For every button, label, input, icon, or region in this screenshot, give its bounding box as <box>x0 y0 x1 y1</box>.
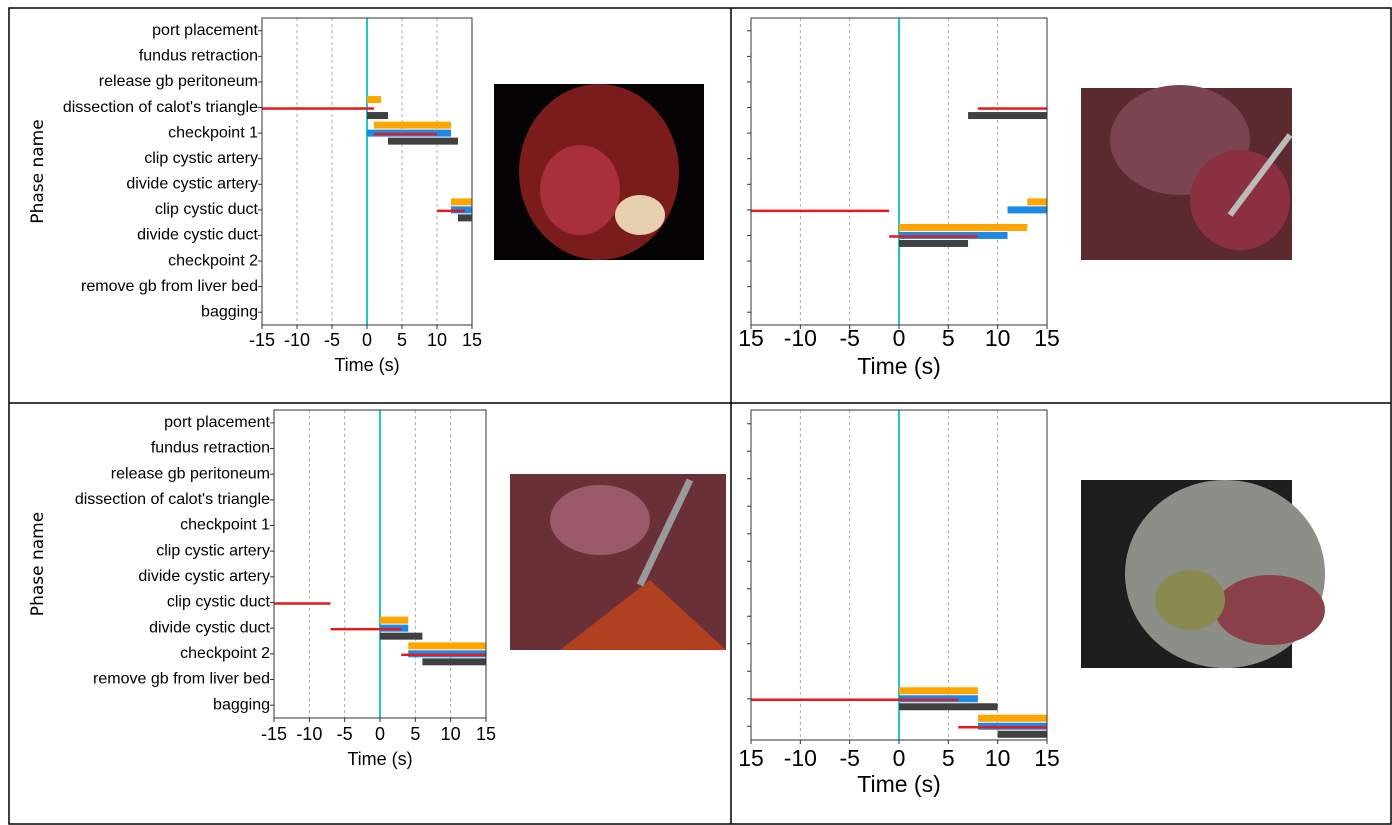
y-tick-label: fundus retraction <box>139 48 258 65</box>
x-tick-label: 5 <box>942 745 955 771</box>
x-tick-label: 5 <box>410 724 420 744</box>
y-tick-label: release gb peritoneum <box>111 465 270 482</box>
interval-bar <box>388 138 458 145</box>
y-tick-label: remove gb from liver bed <box>81 278 258 295</box>
x-tick-label: 15 <box>738 325 764 351</box>
interval-line <box>889 235 978 238</box>
x-tick-label: 5 <box>942 325 955 351</box>
y-tick-label: port placement <box>164 414 270 431</box>
interval-line <box>958 726 1047 729</box>
x-tick-label: 10 <box>985 325 1011 351</box>
x-tick-label: 0 <box>362 330 372 350</box>
x-tick-label: -10 <box>784 745 817 771</box>
x-tick-label: 15 <box>476 724 496 744</box>
interval-bar <box>1027 198 1047 205</box>
x-tick-label: 15 <box>738 745 764 771</box>
x-tick-label: 0 <box>893 745 906 771</box>
x-tick-label: -5 <box>337 724 353 744</box>
x-tick-label: -10 <box>784 325 817 351</box>
y-tick-label: dissection of calot's triangle <box>75 491 270 508</box>
x-tick-label: 5 <box>397 330 407 350</box>
interval-bar <box>1008 206 1047 213</box>
endoscopy-frame <box>1081 480 1325 668</box>
y-tick-label: bagging <box>213 696 270 713</box>
y-tick-label: port placement <box>152 22 258 39</box>
x-tick-label: 10 <box>985 745 1011 771</box>
interval-bar <box>899 240 968 247</box>
y-tick-label: release gb peritoneum <box>99 73 258 90</box>
x-axis-label: Time (s) <box>347 749 412 769</box>
interval-bar <box>899 687 978 694</box>
interval-line <box>374 133 437 136</box>
y-tick-label: divide cystic artery <box>138 568 270 585</box>
endoscopy-frame <box>510 474 726 650</box>
interval-bar <box>422 658 486 665</box>
interval-bar <box>458 214 472 221</box>
interval-bar <box>968 112 1047 119</box>
x-tick-label: 15 <box>1034 745 1060 771</box>
interval-bar <box>899 703 998 710</box>
x-axis-label: Time (s) <box>857 353 940 379</box>
interval-bar <box>380 633 422 640</box>
x-tick-label: -5 <box>324 330 340 350</box>
interval-bar <box>367 96 381 103</box>
y-tick-label: divide cystic duct <box>149 619 270 636</box>
interval-line <box>274 602 331 605</box>
interval-bar <box>451 198 472 205</box>
x-axis-label: Time (s) <box>334 355 399 375</box>
interval-bar <box>978 715 1047 722</box>
interval-line <box>437 210 465 213</box>
figure: -15 -10 -5 0 5 10 15 port placement fundus retra… <box>0 0 1392 825</box>
x-tick-label: -15 <box>249 330 275 350</box>
x-tick-label: 15 <box>462 330 482 350</box>
y-tick-label: bagging <box>201 303 258 320</box>
y-axis-label: Phase name <box>28 512 48 616</box>
x-tick-label: -5 <box>839 325 859 351</box>
y-tick-label: checkpoint 1 <box>168 124 258 141</box>
y-tick-label: checkpoint 2 <box>180 645 270 662</box>
interval-bar <box>367 112 388 119</box>
x-axis-label: Time (s) <box>857 771 940 797</box>
y-tick-label: remove gb from liver bed <box>93 671 270 688</box>
y-tick-label: clip cystic artery <box>156 542 270 559</box>
y-tick-label: fundus retraction <box>151 440 270 457</box>
x-tick-label: -15 <box>261 724 287 744</box>
y-tick-label: divide cystic artery <box>126 176 258 193</box>
interval-bar <box>998 731 1047 738</box>
interval-line <box>331 628 402 631</box>
x-tick-label: 15 <box>1034 325 1060 351</box>
x-tick-label: 10 <box>427 330 447 350</box>
x-tick-label: -5 <box>839 745 859 771</box>
interval-line <box>751 699 958 702</box>
y-axis-label: Phase name <box>28 119 48 223</box>
interval-bar <box>408 642 486 649</box>
interval-bar <box>380 617 408 624</box>
interval-bar <box>374 122 451 129</box>
x-tick-label: 10 <box>441 724 461 744</box>
interval-line <box>401 654 486 657</box>
y-tick-label: clip cystic duct <box>167 594 271 611</box>
x-tick-label: -10 <box>296 724 322 744</box>
interval-line <box>262 107 374 110</box>
y-tick-label: divide cystic duct <box>137 227 258 244</box>
y-tick-label: dissection of calot's triangle <box>63 99 258 116</box>
x-tick-label: 0 <box>893 325 906 351</box>
interval-line <box>978 107 1047 110</box>
interval-line <box>751 210 889 213</box>
interval-bar <box>899 224 1027 231</box>
y-tick-label: checkpoint 2 <box>168 252 258 269</box>
y-tick-label: clip cystic artery <box>144 150 258 167</box>
endoscopy-frame <box>1081 85 1292 260</box>
y-tick-label: clip cystic duct <box>155 201 259 218</box>
y-tick-label: checkpoint 1 <box>180 517 270 534</box>
x-tick-label: -10 <box>284 330 310 350</box>
endoscopy-frame <box>494 84 704 260</box>
x-tick-label: 0 <box>375 724 385 744</box>
